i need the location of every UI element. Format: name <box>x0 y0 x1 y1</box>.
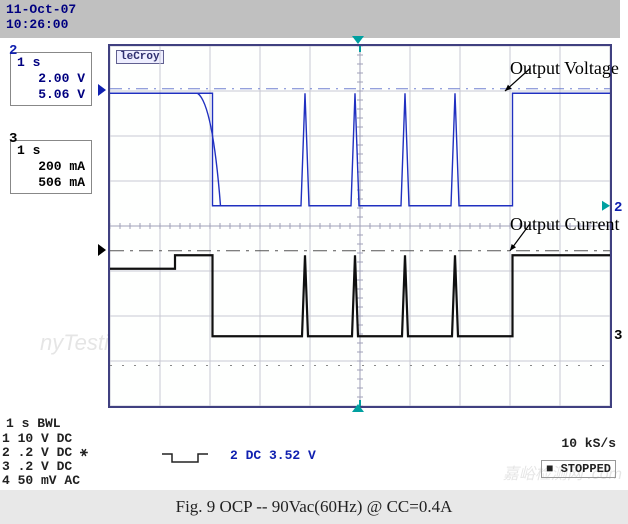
bottom-line-3: 3 .2 V DC <box>2 460 88 474</box>
ch2-timebase: 1 s <box>17 55 85 71</box>
channel-2-info-box: 2 1 s 2.00 V 5.06 V <box>10 52 92 106</box>
annotation-output-current: Output Current <box>510 214 620 235</box>
bottom-measure: 2 DC 3.52 V <box>230 448 316 463</box>
ch3-zero-marker <box>98 244 106 256</box>
bottom-line-4: 4 50 mV AC <box>2 474 88 488</box>
pulse-glyph-icon <box>160 446 210 466</box>
watermark-left: nyTestir <box>40 330 116 356</box>
channel-2-badge: 2 <box>9 43 17 59</box>
bottom-channel-lines: 1 10 V DC 2 .2 V DC ⚹ 3 .2 V DC 4 50 mV … <box>2 432 88 488</box>
ch2-offset: 5.06 V <box>17 87 85 103</box>
bottom-timebase-label: 1 s BWL <box>6 416 61 431</box>
ch3-offset: 506 mA <box>17 175 85 191</box>
header-bar: 11-Oct-07 10:26:00 <box>0 0 620 38</box>
ch3-adiv: 200 mA <box>17 159 85 175</box>
bottom-line-1: 1 10 V DC <box>2 432 88 446</box>
header-date: 11-Oct-07 <box>6 2 614 17</box>
trigger-marker-top <box>352 36 364 44</box>
sample-rate: 10 kS/s <box>561 436 616 451</box>
axis-label-ch3: 3 <box>614 328 622 344</box>
annotation-output-voltage: Output Voltage <box>510 58 619 79</box>
status-glyph: ■ <box>546 462 553 476</box>
ch2-vdiv: 2.00 V <box>17 71 85 87</box>
channel-3-info-box: 3 1 s 200 mA 506 mA <box>10 140 92 194</box>
oscilloscope-screenshot: 11-Oct-07 10:26:00 2 1 s 2.00 V 5.06 V 3… <box>0 0 628 524</box>
trigger-marker-bottom <box>352 404 364 412</box>
bottom-line-2: 2 .2 V DC ⚹ <box>2 446 88 460</box>
ch3-timebase: 1 s <box>17 143 85 159</box>
acquisition-status: ■ STOPPED <box>541 460 616 478</box>
figure-caption: Fig. 9 OCP -- 90Vac(60Hz) @ CC=0.4A <box>0 490 628 524</box>
channel-3-badge: 3 <box>9 131 17 147</box>
ch2-zero-marker <box>98 84 106 96</box>
header-time: 10:26:00 <box>6 17 614 32</box>
status-text: STOPPED <box>561 462 611 476</box>
